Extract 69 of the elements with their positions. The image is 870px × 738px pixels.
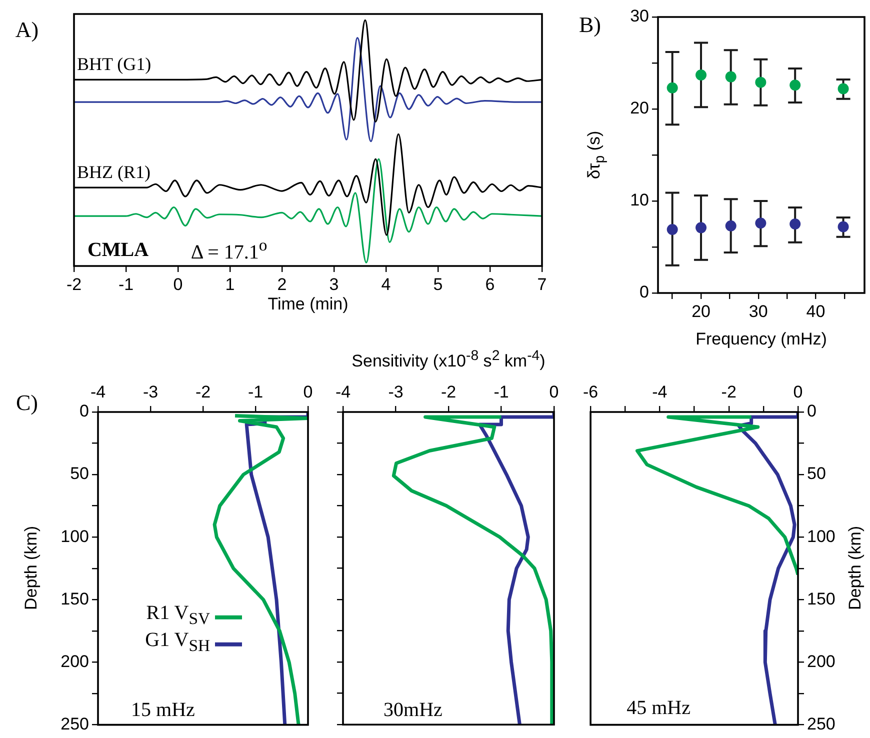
x-tick-label: -2 xyxy=(440,382,456,402)
y-tick-label: 30 xyxy=(630,6,649,26)
y-tick-label: 10 xyxy=(630,190,649,210)
y-tick-label: 150 xyxy=(60,589,89,608)
point xyxy=(725,220,736,232)
point xyxy=(696,69,707,80)
series-label: BHT (G1) xyxy=(77,54,152,75)
y-tick-label: 50 xyxy=(70,464,89,484)
y-tick-label: 0 xyxy=(80,402,89,421)
x-tick-label: 6 xyxy=(485,274,495,294)
x-tick-label: -6 xyxy=(582,382,598,402)
x-tick-label: -4 xyxy=(335,382,351,402)
x-tick-label: 30 xyxy=(748,302,768,321)
y-tick-label: 250 xyxy=(60,714,89,734)
x-tick-label: -1 xyxy=(494,382,509,402)
text: A) xyxy=(15,16,39,42)
x-tick-label: 0 xyxy=(793,382,803,402)
text: B) xyxy=(579,12,601,38)
x-tick-label: 5 xyxy=(433,274,443,294)
y2-tick-label: 150 xyxy=(807,589,836,608)
y2-tick-label: 0 xyxy=(807,402,816,421)
y2-axis-title: Depth (km) xyxy=(846,526,866,610)
x-tick-label: 20 xyxy=(692,302,710,321)
x-tick-label: -1 xyxy=(118,274,134,294)
x-tick-label: -2 xyxy=(195,382,211,402)
x-tick-label: 3 xyxy=(329,274,339,294)
annotation: 45 mHz xyxy=(626,697,690,719)
point xyxy=(755,76,766,88)
point xyxy=(666,82,678,94)
x-tick-label: -3 xyxy=(388,382,404,402)
annotation: 15 mHz xyxy=(131,699,195,721)
x-axis-title: Sensitivity (x10$^{-8}$ s$^{2}$ km$^{-4}$) xyxy=(352,348,546,372)
y2-tick-label: 200 xyxy=(807,652,836,671)
x-tick-label: -2 xyxy=(721,382,736,402)
annotation: 30mHz xyxy=(384,699,442,721)
x-tick-label: -1 xyxy=(248,382,264,402)
x-tick-label: 2 xyxy=(277,274,287,294)
x-tick-label: -4 xyxy=(90,382,106,402)
x-tick-label: 0 xyxy=(303,382,313,402)
annotation: Δ = 17.1$^{o}$ xyxy=(190,236,268,264)
x-axis-title: Frequency (mHz) xyxy=(696,330,827,350)
x-tick-label: -2 xyxy=(66,274,82,294)
point xyxy=(696,222,707,234)
x-tick-label: -4 xyxy=(652,382,668,402)
x-tick-label: 0 xyxy=(173,274,183,294)
x-tick-label: 4 xyxy=(381,274,391,294)
y-tick-label: 200 xyxy=(60,652,89,671)
x-tick-label: 40 xyxy=(806,302,826,321)
point xyxy=(725,71,736,82)
point xyxy=(755,218,766,229)
y2-tick-label: 250 xyxy=(807,714,836,734)
series-label: BHZ (R1) xyxy=(77,162,150,182)
point xyxy=(666,224,678,236)
x-axis-title: Time (min) xyxy=(268,294,348,314)
y-tick-label: 100 xyxy=(60,526,89,546)
annotation: CMLA xyxy=(87,239,149,261)
point xyxy=(790,80,801,91)
x-tick-label: 7 xyxy=(537,274,547,294)
x-tick-label: -3 xyxy=(142,382,158,402)
x-tick-label: 1 xyxy=(225,274,235,294)
legend-label: G1 V$_{SH}$ xyxy=(145,629,210,656)
point xyxy=(790,218,801,230)
x-tick-label: 0 xyxy=(549,382,559,402)
y-axis-title: Depth (km) xyxy=(22,526,42,610)
y-tick-label: 20 xyxy=(630,98,649,118)
legend-label: R1 V$_{SV}$ xyxy=(146,602,210,628)
y2-tick-label: 50 xyxy=(807,464,826,484)
text: C) xyxy=(16,390,38,416)
y2-tick-label: 100 xyxy=(807,526,836,546)
